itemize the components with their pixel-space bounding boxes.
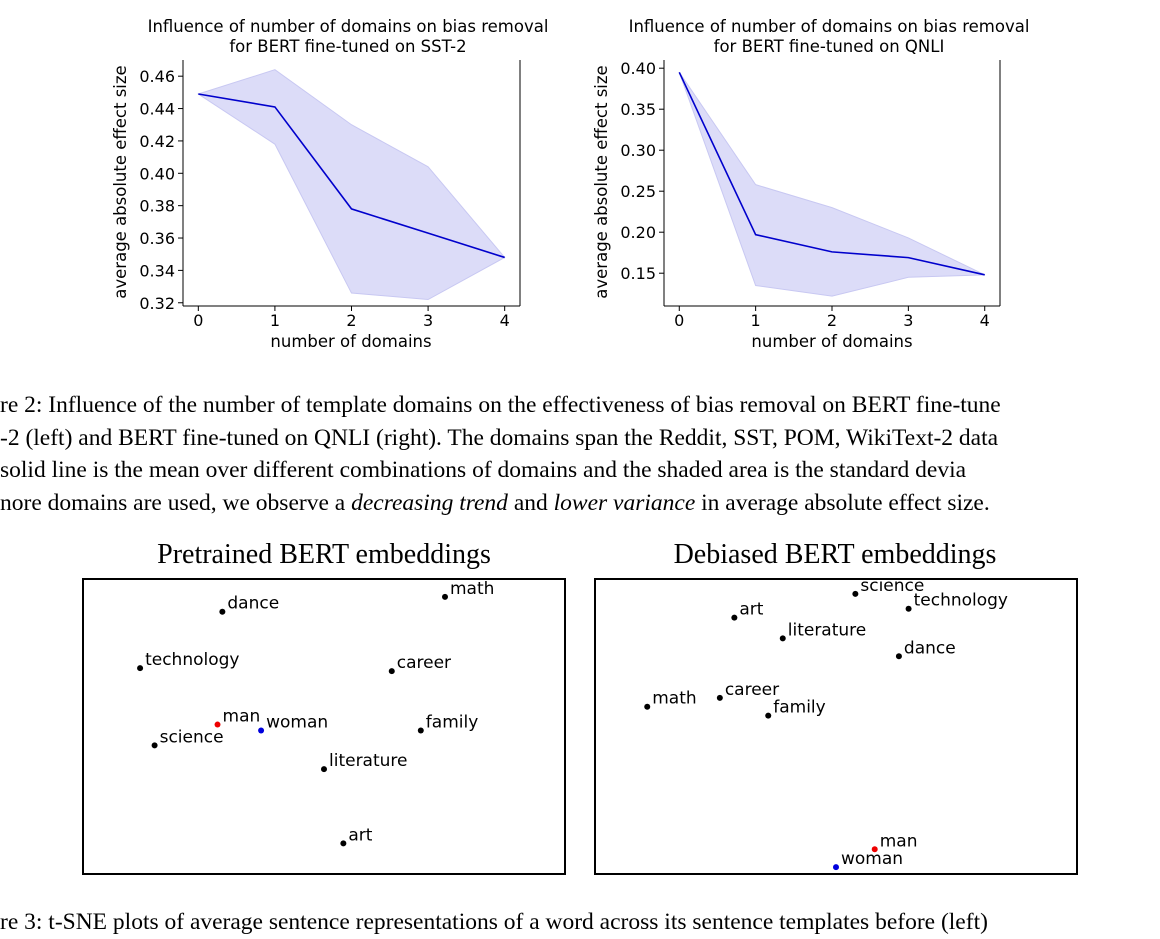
y-tick-label: 0.38: [139, 197, 175, 216]
y-tick-label: 0.36: [139, 229, 175, 248]
tsne-plot-pretrained: dance math technology career man woman family s…: [82, 578, 566, 875]
point-label-literature: literature: [788, 620, 867, 640]
point-art: [340, 840, 347, 847]
x-tick-label: 0: [193, 311, 203, 330]
caption-line: re 2: Influence of the number of templat…: [0, 392, 1001, 418]
chart-sst2: Influence of number of domains on bias r…: [111, 17, 549, 351]
tsne-frame: [82, 578, 566, 875]
point-woman: [833, 864, 839, 871]
tsne-title-pretrained: Pretrained BERT embeddings: [157, 539, 491, 570]
point-science: [151, 742, 158, 749]
mean-line: [198, 93, 505, 259]
x-tick-label: 2: [346, 311, 356, 330]
caption-line: nore domains are used, we observe a decr…: [0, 487, 1160, 520]
tsne-frame: [594, 578, 1078, 875]
point-label-career: career: [725, 680, 779, 700]
point-label-career: career: [397, 653, 451, 673]
plot-area: 0.15 0.20 0.25 0.30 0.35 0.40 0 1 2 3 4: [620, 59, 1001, 330]
point-label-dance: dance: [227, 594, 279, 614]
x-axis-label: number of domains: [751, 332, 912, 351]
point-career: [716, 694, 723, 701]
chart-title-line2: for BERT fine-tuned on QNLI: [714, 37, 945, 56]
point-label-math: math: [652, 689, 696, 709]
point-technology: [905, 605, 912, 612]
point-label-dance: dance: [904, 638, 956, 658]
plot-area: 0.32 0.34 0.36 0.38 0.40 0.42 0.44 0.46 0 1 2 3 4: [139, 60, 521, 330]
x-tick-label: 3: [423, 311, 433, 330]
point-family: [417, 727, 424, 734]
point-label-family: family: [773, 698, 825, 718]
caption-line: re 3: t-SNE plots of average sentence re…: [0, 909, 988, 935]
point-dance: [219, 608, 226, 615]
y-axis-label: average absolute effect size: [111, 65, 130, 298]
chart-title-line2: for BERT fine-tuned on SST-2: [229, 37, 466, 56]
y-tick-label: 0.20: [620, 223, 656, 242]
y-tick-label: 0.40: [139, 164, 175, 183]
y-axis-label: average absolute effect size: [592, 65, 611, 298]
point-woman: [258, 727, 265, 734]
point-career: [388, 668, 395, 675]
point-label-math: math: [450, 579, 494, 599]
caption-line: -2 (left) and BERT fine-tuned on QNLI (r…: [0, 424, 999, 451]
x-tick-label: 2: [827, 311, 837, 330]
point-label-woman: woman: [841, 849, 903, 869]
y-tick-label: 0.15: [620, 264, 656, 283]
caption-emphasis: lower variance: [553, 489, 696, 516]
point-man: [214, 721, 221, 728]
caption-text: and: [507, 489, 554, 516]
std-band: [678, 72, 985, 297]
y-tick-label: 0.40: [620, 59, 656, 78]
mean-line: [678, 71, 985, 276]
point-label-man: man: [880, 831, 918, 851]
y-tick-label: 0.42: [139, 132, 175, 151]
caption-emphasis: decreasing trend: [351, 489, 508, 516]
y-tick-label: 0.30: [620, 141, 656, 160]
point-art: [731, 614, 738, 621]
x-tick-label: 4: [980, 311, 990, 330]
y-tick-label: 0.32: [139, 294, 175, 313]
x-tick-label: 1: [751, 311, 761, 330]
point-literature: [779, 635, 786, 642]
x-tick-label: 1: [270, 311, 280, 330]
point-label-technology: technology: [145, 650, 239, 670]
point-label-science: science: [160, 727, 224, 747]
point-math: [644, 703, 651, 710]
point-technology: [137, 665, 144, 672]
point-family: [765, 712, 772, 719]
point-man: [871, 846, 878, 853]
x-tick-label: 3: [903, 311, 913, 330]
point-label-technology: technology: [914, 591, 1008, 611]
point-literature: [321, 766, 327, 773]
x-tick-label: 4: [500, 311, 510, 330]
point-label-art: art: [739, 600, 763, 620]
point-dance: [895, 653, 902, 660]
point-label-family: family: [426, 713, 478, 733]
point-label-literature: literature: [329, 751, 408, 771]
point-label-woman: woman: [266, 713, 328, 733]
y-tick-label: 0.44: [139, 100, 175, 119]
point-label-man: man: [223, 707, 261, 727]
point-label-art: art: [348, 825, 372, 845]
figure2-caption: re 2: Influence of the number of templat…: [0, 389, 1160, 519]
caption-text: in average absolute effect size.: [695, 489, 990, 516]
tsne-title-debiased: Debiased BERT embeddings: [673, 539, 997, 570]
caption-text: nore domains are used, we observe a: [0, 489, 352, 516]
y-tick-label: 0.35: [620, 100, 656, 119]
y-tick-label: 0.46: [139, 67, 175, 86]
chart-qnli: Influence of number of domains on bias r…: [592, 17, 1030, 351]
point-math: [442, 593, 448, 600]
chart-title-line1: Influence of number of domains on bias r…: [629, 17, 1030, 36]
y-tick-label: 0.25: [620, 182, 656, 201]
x-tick-label: 0: [674, 311, 684, 330]
x-axis-label: number of domains: [270, 332, 431, 351]
tsne-points: dance math technology career man woman family s…: [137, 579, 494, 847]
point-label-science: science: [860, 576, 924, 596]
point-science: [852, 590, 859, 597]
figure3-caption: re 3: t-SNE plots of average sentence re…: [0, 906, 1160, 939]
chart-title-line1: Influence of number of domains on bias r…: [148, 17, 549, 36]
y-tick-label: 0.34: [139, 261, 175, 280]
caption-line: solid line is the mean over different co…: [0, 457, 967, 483]
